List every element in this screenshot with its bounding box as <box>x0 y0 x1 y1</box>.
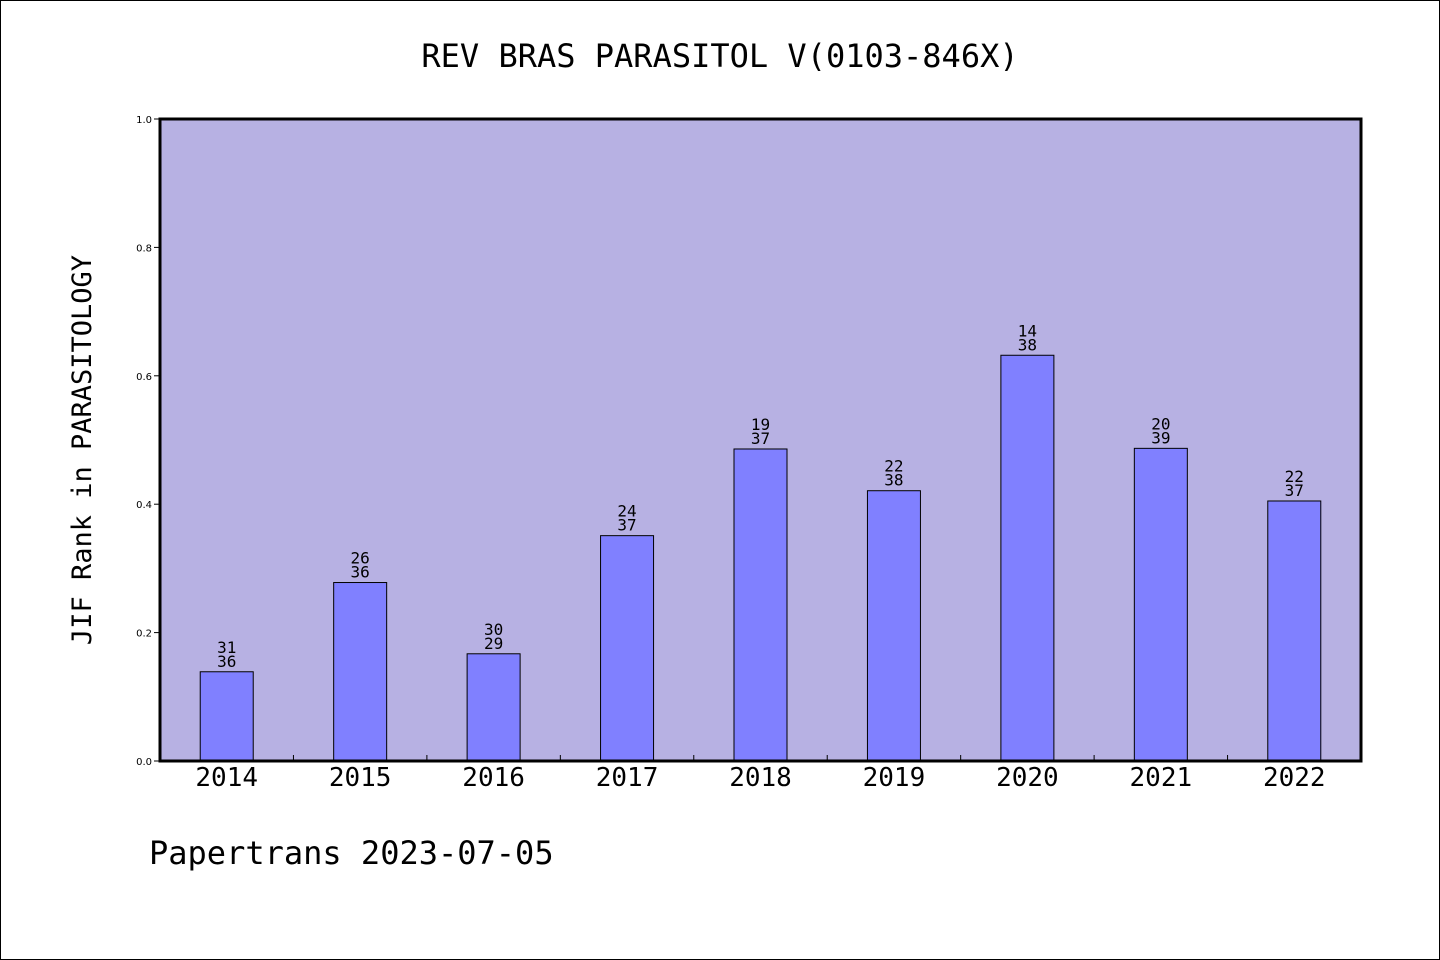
bar-rank-label: 20 <box>1151 414 1170 433</box>
x-tick-label: 2018 <box>729 763 792 793</box>
y-tick-label: 0.8 <box>136 243 152 254</box>
y-axis: 0.0 0.2 0.4 0.6 0.8 1.0 <box>136 115 160 768</box>
bar-rank-label: 30 <box>484 620 503 639</box>
bar-rank-label: 14 <box>1018 321 1037 340</box>
x-tick-label: 2017 <box>596 763 659 793</box>
bar-2014 <box>199 671 254 762</box>
x-axis: 2014 2015 2016 2017 2018 2019 2020 2021 2022 <box>195 755 1326 793</box>
bar-rank-label: 26 <box>351 549 370 568</box>
bar-total-label: 38 <box>884 471 903 490</box>
y-tick-label: 0.6 <box>136 372 152 383</box>
bar-rank-label: 31 <box>217 638 236 657</box>
bar-2018 <box>733 448 788 762</box>
bar-rank-label: 19 <box>751 415 770 434</box>
chart-title: REV BRAS PARASITOL V(0103-846X) <box>421 37 1018 75</box>
y-tick-label: 1.0 <box>136 115 152 126</box>
x-tick-label: 2021 <box>1130 763 1193 793</box>
bar-total-label: 38 <box>1018 335 1037 354</box>
x-tick-label: 2015 <box>329 763 392 793</box>
y-tick-label: 0.4 <box>136 500 152 511</box>
x-tick-label: 2016 <box>462 763 525 793</box>
bar-2017 <box>600 535 655 762</box>
bar-total-label: 37 <box>751 429 770 448</box>
bar-total-label: 39 <box>1151 428 1170 447</box>
x-tick-label: 2022 <box>1263 763 1326 793</box>
x-tick-label: 2020 <box>996 763 1059 793</box>
y-tick-label: 0.2 <box>136 629 152 640</box>
bar-series <box>199 354 1322 762</box>
bar-total-label: 29 <box>484 634 503 653</box>
bar-2016 <box>466 653 521 762</box>
bar-2020 <box>1000 354 1055 762</box>
plot-border <box>158 117 1363 763</box>
bar-2019 <box>866 490 921 762</box>
x-tick-label: 2014 <box>195 763 258 793</box>
x-tick-label: 2019 <box>863 763 926 793</box>
footer-credit: Papertrans 2023-07-05 <box>149 834 554 872</box>
bar-total-label: 36 <box>351 563 370 582</box>
bar-2021 <box>1133 447 1188 762</box>
bar-total-label: 36 <box>217 652 236 671</box>
bar-total-label: 37 <box>1285 481 1304 500</box>
bar-rank-label: 22 <box>884 457 903 476</box>
y-tick-label: 0.0 <box>136 757 152 768</box>
bar-rank-label: 24 <box>617 502 636 521</box>
bar-2015 <box>333 582 388 762</box>
bar-total-label: 37 <box>617 516 636 535</box>
bar-rank-label: 22 <box>1285 467 1304 486</box>
y-axis-label: JIF Rank in PARASITOLOGY <box>67 255 98 645</box>
bar-2022 <box>1267 500 1322 762</box>
